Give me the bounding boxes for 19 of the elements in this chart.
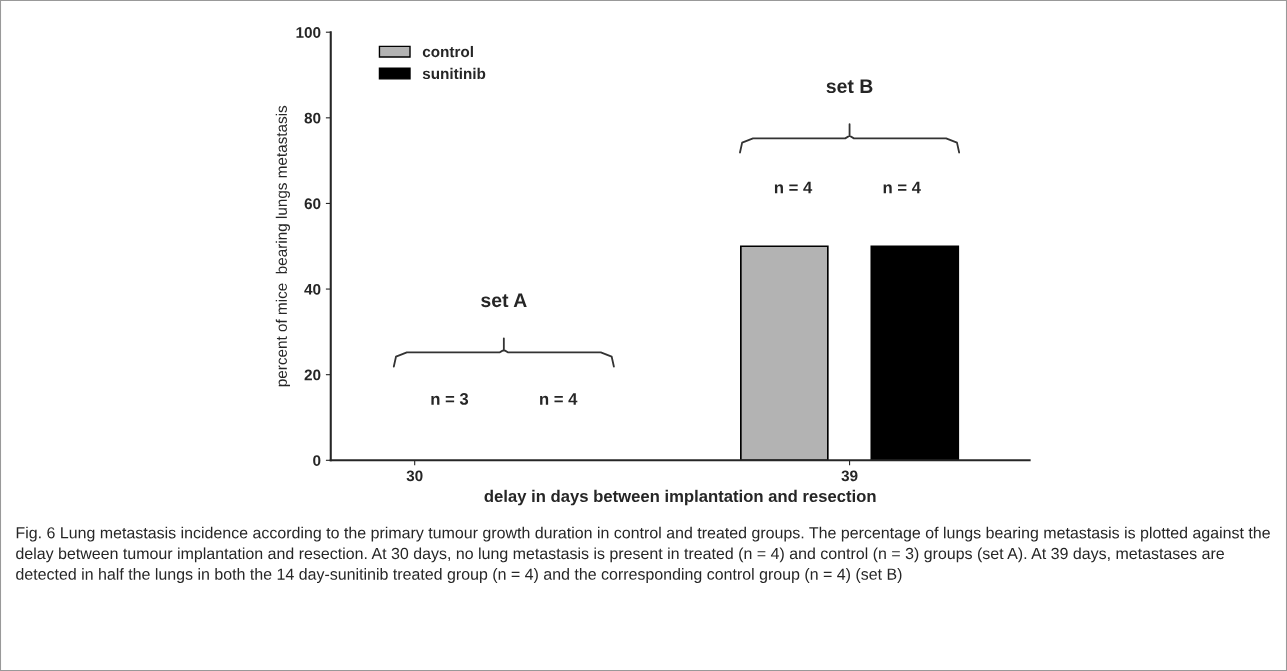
annotation: n = 3 (431, 393, 469, 405)
y-tick-label: 0 (313, 455, 321, 466)
annotation: set A (481, 293, 527, 308)
y-tick-label: 40 (304, 283, 321, 295)
x-tick-label: 30 (406, 470, 423, 482)
y-tick-label: 100 (296, 27, 321, 38)
caption: Fig. 6 Lung metastasis incidence according to the primary tumour growth duration in control and treated groups. The percentage of lungs bearing metastasis is plotted against the delay between tumour implantation and resection. At 30 days, no lung metastasis is present in treated (n = 4) and control (n = 3) groups (set A). At 39 days, metastases are detected in half the lungs in both the 14 day-sunitinib treated group (n = 4) and the corresponding control group (n = 4) (set B) (16, 526, 1270, 583)
y-tick-label: 60 (304, 198, 321, 210)
legend-label: control (422, 45, 473, 58)
annotation: n = 4 (540, 393, 578, 405)
y-tick-label: 20 (304, 369, 321, 381)
x-axis-title: delay in days between implantation and resection (484, 489, 876, 506)
legend-label: sunitinib (422, 67, 486, 80)
annotation: n = 4 (774, 181, 813, 194)
annotation: set B (826, 79, 873, 94)
y-tick-label: 80 (304, 112, 321, 124)
y-axis-title: percent of mice bearing lungs metastasis (275, 105, 290, 387)
x-tick-label: 39 (841, 470, 858, 482)
annotation: n = 4 (883, 181, 921, 194)
